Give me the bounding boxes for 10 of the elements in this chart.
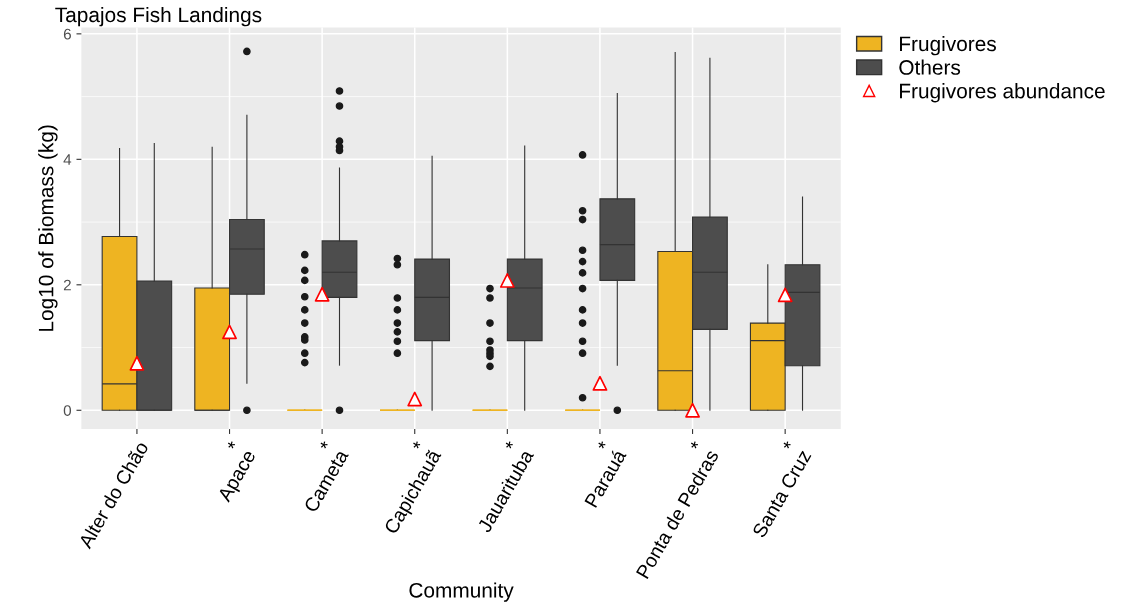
y-tick-label: 0 <box>63 405 72 416</box>
legend-label: Others <box>899 59 961 75</box>
y-tick-label: 4 <box>63 154 72 165</box>
x-axis-title: Community <box>409 582 514 602</box>
legend-label: Frugivores abundance <box>900 83 1105 103</box>
chart-title: Tapajos Fish Landings <box>55 6 262 27</box>
y-axis-title: Log10 of Biomass (kg) <box>38 125 58 331</box>
legend-label: Frugivores <box>900 35 996 56</box>
y-tick-label: 6 <box>63 28 71 40</box>
y-tick-label: 2 <box>63 279 71 291</box>
